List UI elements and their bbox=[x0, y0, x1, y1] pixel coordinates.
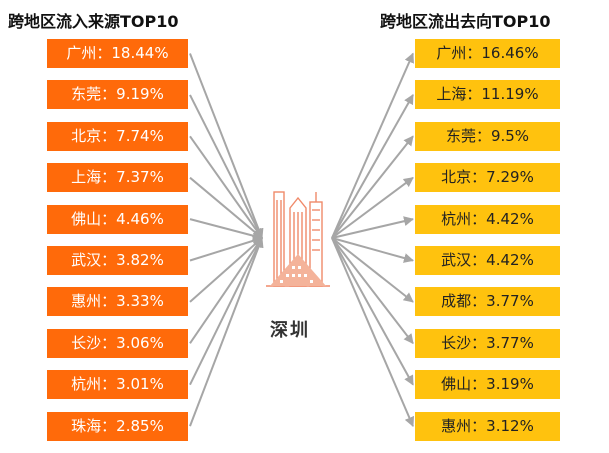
outflow-item: 北京：7.29% bbox=[415, 163, 560, 192]
inflow-item: 佛山：4.46% bbox=[47, 205, 188, 234]
inflow-item: 广州：18.44% bbox=[47, 39, 188, 68]
outflow-arrow bbox=[332, 95, 413, 238]
inflow-item: 长沙：3.06% bbox=[47, 329, 188, 358]
inflow-arrow bbox=[190, 238, 262, 385]
city-skyline-icon bbox=[262, 186, 334, 296]
outflow-arrow bbox=[332, 238, 413, 343]
inflow-arrow bbox=[190, 238, 262, 343]
outflow-list: 广州：16.46% 上海：11.19% 东莞：9.5% 北京：7.29% 杭州：4.42… bbox=[0, 0, 1, 1]
outflow-item: 杭州：4.42% bbox=[415, 205, 560, 234]
center-city-label: 深圳 bbox=[270, 316, 310, 342]
outflow-item: 上海：11.19% bbox=[415, 80, 560, 109]
inflow-arrow bbox=[190, 54, 262, 239]
outflow-item: 佛山：3.19% bbox=[415, 370, 560, 399]
outflow-arrow bbox=[332, 238, 413, 302]
outflow-arrow bbox=[332, 238, 413, 426]
outflow-item: 成都：3.77% bbox=[415, 287, 560, 316]
inflow-item: 上海：7.37% bbox=[47, 163, 188, 192]
outflow-item: 武汉：4.42% bbox=[415, 246, 560, 275]
outflow-item: 广州：16.46% bbox=[415, 39, 560, 68]
outflow-item: 东莞：9.5% bbox=[415, 122, 560, 151]
outflow-arrow bbox=[332, 54, 413, 239]
inflow-item: 珠海：2.85% bbox=[47, 412, 188, 441]
outflow-arrow bbox=[332, 238, 413, 385]
inflow-item: 北京：7.74% bbox=[47, 122, 188, 151]
outflow-item: 长沙：3.77% bbox=[415, 329, 560, 358]
inflow-arrow bbox=[190, 238, 262, 426]
outflow-item: 惠州：3.12% bbox=[415, 412, 560, 441]
inflow-arrow bbox=[190, 238, 262, 261]
inflow-item: 杭州：3.01% bbox=[47, 370, 188, 399]
inflow-arrow bbox=[190, 95, 262, 238]
inflow-item: 武汉：3.82% bbox=[47, 246, 188, 275]
inflow-item: 东莞：9.19% bbox=[47, 80, 188, 109]
inflow-item: 惠州：3.33% bbox=[47, 287, 188, 316]
outflow-arrow bbox=[332, 238, 413, 261]
